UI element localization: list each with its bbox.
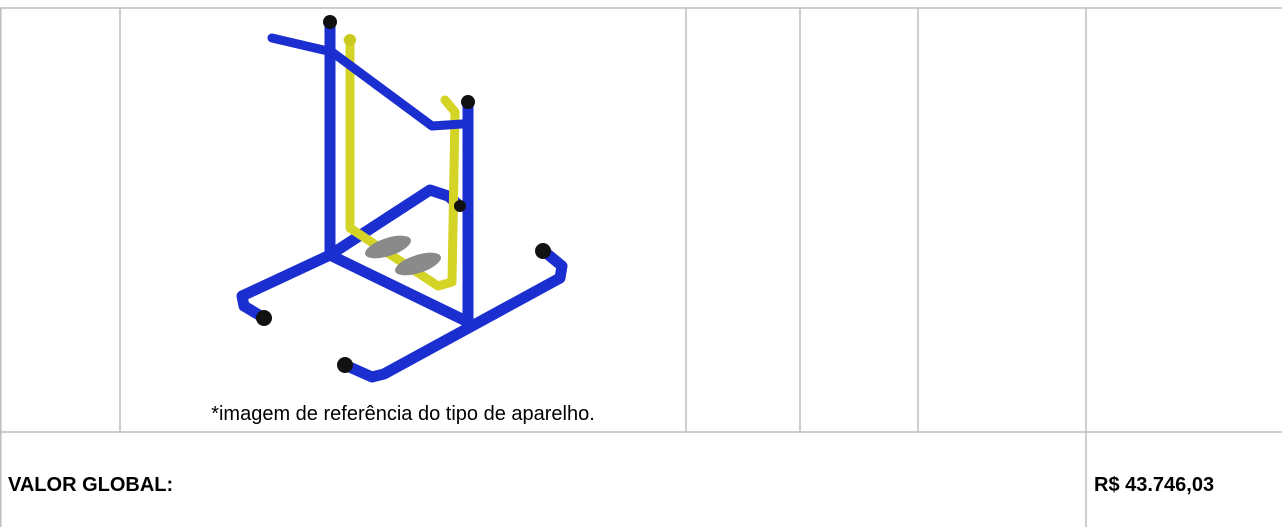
cap bbox=[344, 34, 356, 46]
pedal bbox=[365, 235, 411, 259]
cap bbox=[461, 95, 475, 109]
table-borders bbox=[0, 7, 1282, 527]
cap bbox=[337, 357, 353, 373]
pedal bbox=[395, 252, 441, 276]
cap bbox=[454, 200, 466, 212]
tube bbox=[236, 249, 474, 328]
total-label: VALOR GLOBAL: bbox=[8, 474, 173, 496]
cap bbox=[256, 310, 272, 326]
handle-bar bbox=[267, 33, 467, 131]
image-caption: *imagem de referência do tipo de aparelh… bbox=[211, 403, 595, 425]
total-value: R$ 43.746,03 bbox=[1094, 474, 1214, 496]
tube bbox=[339, 246, 568, 383]
cap bbox=[323, 15, 337, 29]
equipment-image bbox=[236, 15, 568, 383]
cap bbox=[535, 243, 551, 259]
